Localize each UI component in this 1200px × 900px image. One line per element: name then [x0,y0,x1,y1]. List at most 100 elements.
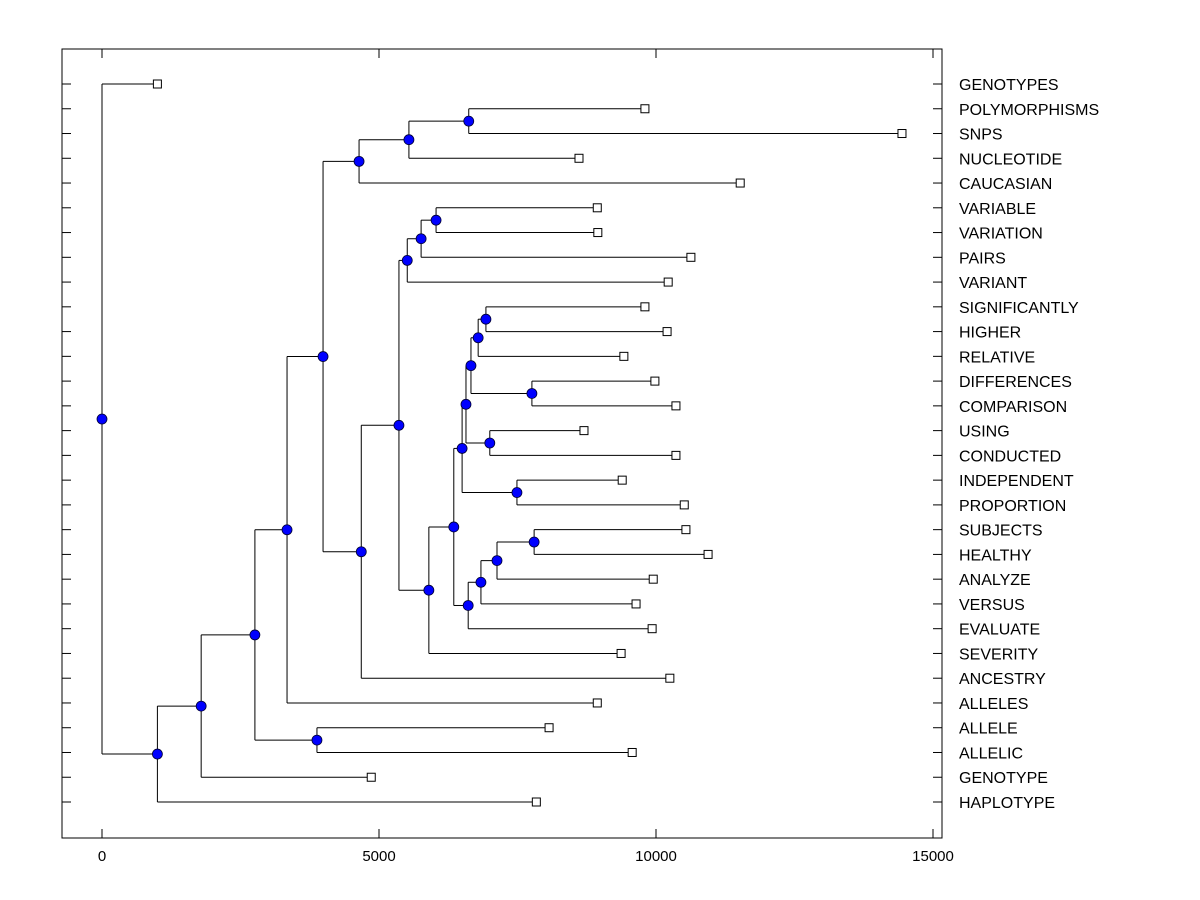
leaf-marker [619,351,629,361]
leaf-label: CONDUCTED [959,448,1061,465]
merge-node [460,398,472,410]
leaf-label: ANALYZE [959,572,1031,589]
leaf-label: EVALUATE [959,622,1040,639]
leaf-marker [703,549,713,559]
leaf-marker [671,450,681,460]
merge-node [317,351,329,362]
leaf-marker [647,624,657,634]
merge-node [96,413,108,425]
leaf-marker [617,475,627,485]
merge-node [353,155,365,167]
leaf-marker [662,327,672,337]
leaf-label: NUCLEOTIDE [959,151,1062,168]
leaf-label: VARIABLE [959,201,1036,218]
leaf-marker [650,376,660,386]
plot-frame [61,48,943,839]
merge-node [456,443,468,454]
leaf-marker [366,772,376,782]
leaf-marker [544,723,554,733]
leaf-label: PROPORTION [959,498,1066,515]
leaf-label: HIGHER [959,325,1021,342]
merge-node [491,555,503,567]
merge-node [281,524,293,536]
leaf-label: CAUCASIAN [959,176,1052,193]
merge-node [528,536,540,548]
leaf-label: VARIATION [959,226,1043,243]
merge-node [484,437,496,449]
merge-node [401,255,413,266]
leaf-marker [592,698,602,708]
x-tick-label: 10000 [635,848,677,865]
leaf-marker [616,648,626,658]
leaf-marker [640,302,650,312]
merge-node [511,487,523,498]
leaf-marker [681,525,691,535]
leaf-marker [574,153,584,163]
x-tick-label: 5000 [362,848,395,865]
leaf-marker [531,797,541,807]
leaf-label: ALLELES [959,696,1028,713]
tree-nodes [96,115,540,760]
leaf-marker [152,79,162,89]
leaf-label: RELATIVE [959,349,1035,366]
merge-node [403,134,415,146]
leaf-marker [640,104,650,114]
leaf-marker [735,178,745,188]
leaf-label: GENOTYPES [959,77,1059,94]
leaf-marker [663,277,673,287]
leaf-label: SNPS [959,127,1003,144]
merge-node [423,584,435,596]
merge-node [463,115,475,127]
leaf-label: ALLELE [959,721,1018,738]
leaf-label: ANCESTRY [959,671,1046,688]
x-tick-label: 0 [98,848,106,865]
leaf-marker [631,599,641,609]
leaf-marker [897,129,907,139]
merge-node [195,700,207,712]
leaf-label: DIFFERENCES [959,374,1072,391]
leaf-label: SIGNIFICANTLY [959,300,1079,317]
leaf-marker [671,401,681,411]
leaf-marker [679,500,689,510]
leaf-label: PAIRS [959,250,1006,267]
merge-node [430,214,442,226]
leaf-marker [648,574,658,584]
leaf-marker [593,228,603,238]
merge-node [465,360,477,372]
leaf-label: SUBJECTS [959,523,1043,540]
leaf-markers [152,79,907,807]
leaf-marker [627,747,637,757]
merge-node [393,419,405,431]
leaf-label: USING [959,424,1010,441]
leaf-labels: GENOTYPES POLYMORPHISMS SNPS NUCLEOTIDE CAUC… [959,77,1099,812]
leaf-label: POLYMORPHISMS [959,102,1099,119]
merge-node [249,629,261,641]
merge-node [472,332,484,344]
leaf-label: GENOTYPE [959,770,1048,787]
leaf-marker [686,252,696,262]
leaf-label: COMPARISON [959,399,1067,416]
axis-ticks [62,49,942,838]
leaf-label: HAPLOTYPE [959,795,1055,812]
merge-node [311,734,323,746]
leaf-marker [579,426,589,436]
leaf-label: INDEPENDENT [959,473,1074,490]
leaf-label: ALLELIC [959,745,1023,762]
merge-node [415,233,427,245]
merge-node [526,388,538,399]
leaf-label: VERSUS [959,597,1025,614]
leaf-label: VARIANT [959,275,1027,292]
leaf-marker [665,673,675,683]
leaf-label: HEALTHY [959,547,1032,564]
merge-node [475,576,487,588]
merge-node [462,600,474,611]
merge-node [480,313,492,325]
x-axis-tick-labels: 0 5000 10000 15000 [98,848,954,865]
merge-node [151,748,163,760]
x-tick-label: 15000 [912,848,954,865]
tree-edges [101,83,902,803]
merge-node [355,546,367,558]
leaf-marker [592,203,602,213]
leaf-label: SEVERITY [959,646,1038,663]
